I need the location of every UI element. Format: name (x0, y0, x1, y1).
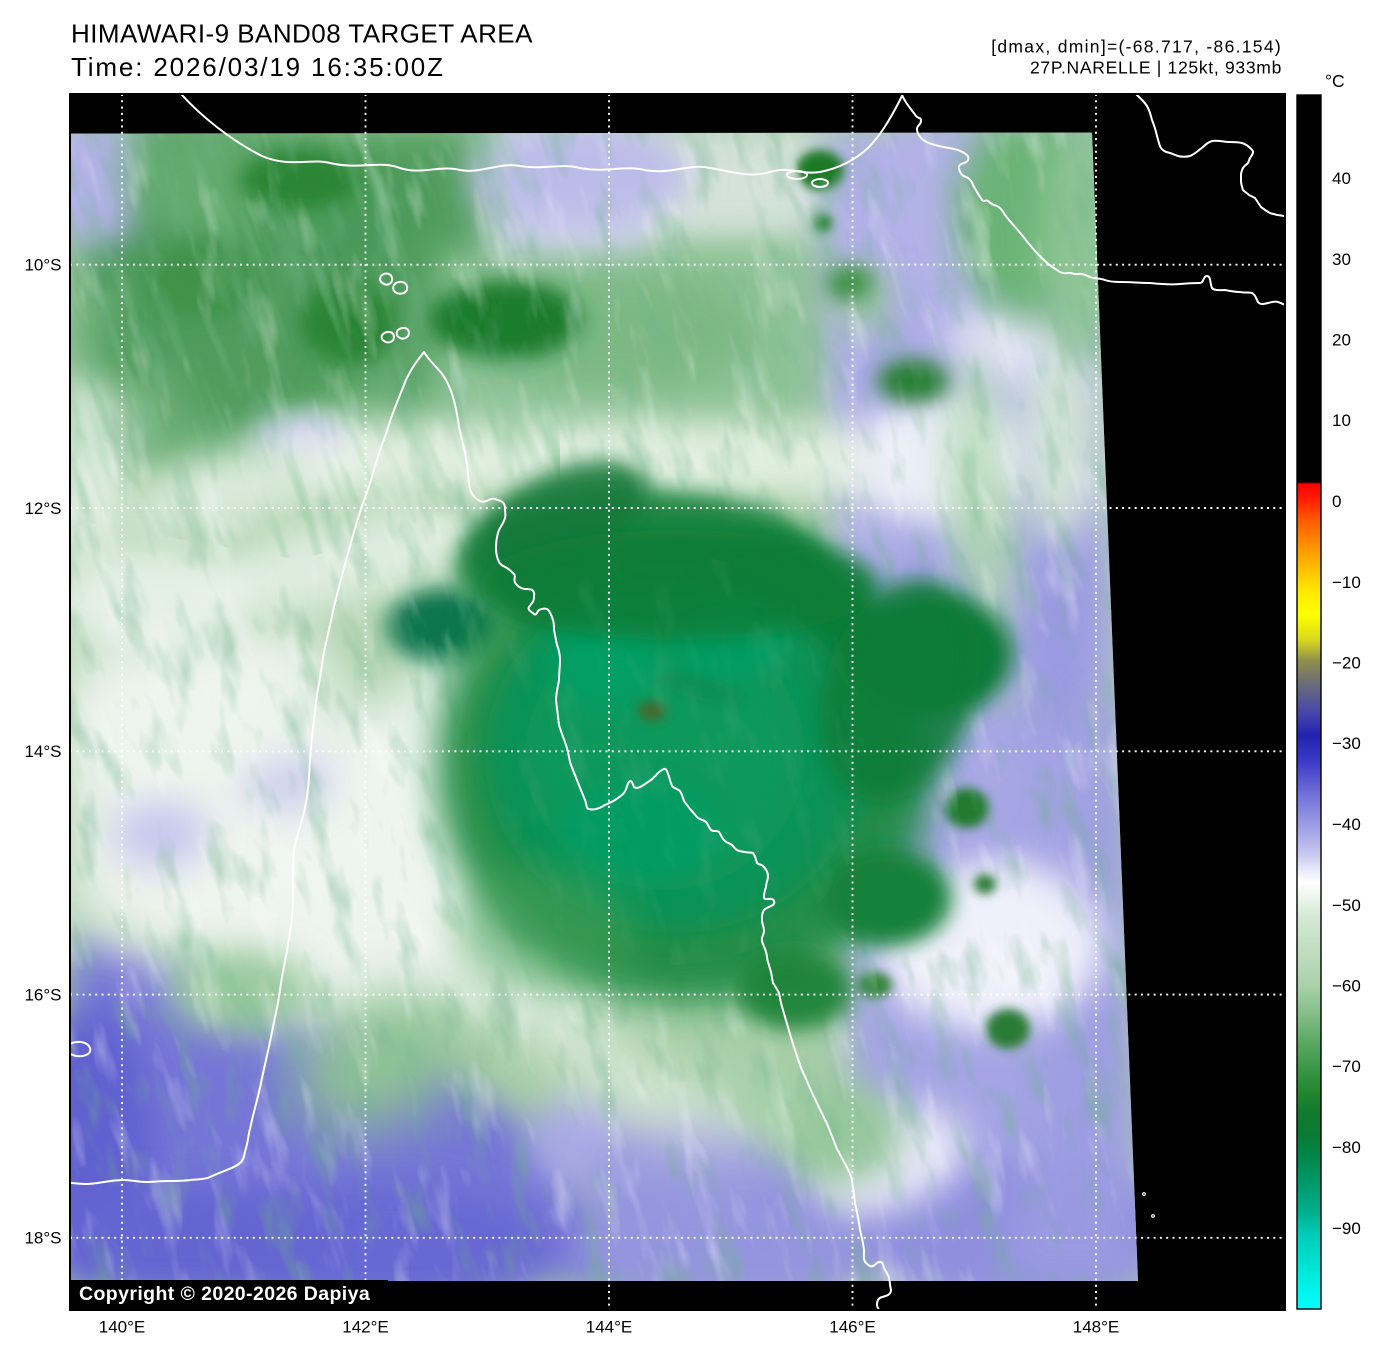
svg-text:−50: −50 (1332, 896, 1361, 915)
svg-text:12°S: 12°S (24, 499, 61, 518)
svg-text:146°E: 146°E (829, 1317, 876, 1336)
svg-text:−60: −60 (1332, 977, 1361, 996)
svg-text:−20: −20 (1332, 654, 1361, 673)
svg-text:0: 0 (1332, 492, 1341, 511)
svg-text:10°S: 10°S (24, 256, 61, 275)
svg-text:−10: −10 (1332, 573, 1361, 592)
svg-text:40: 40 (1332, 169, 1351, 188)
svg-text:[dmax, dmin]=(-68.717, -86.154: [dmax, dmin]=(-68.717, -86.154) (991, 37, 1282, 57)
svg-text:−40: −40 (1332, 815, 1361, 834)
svg-text:140°E: 140°E (99, 1317, 146, 1336)
svg-text:HIMAWARI-9 BAND08 TARGET AREA: HIMAWARI-9 BAND08 TARGET AREA (71, 19, 533, 49)
svg-text:10: 10 (1332, 411, 1351, 430)
svg-text:−80: −80 (1332, 1138, 1361, 1157)
svg-text:148°E: 148°E (1073, 1317, 1120, 1336)
svg-text:14°S: 14°S (24, 742, 61, 761)
svg-text:−30: −30 (1332, 734, 1361, 753)
svg-text:−90: −90 (1332, 1219, 1361, 1238)
svg-text:144°E: 144°E (586, 1317, 633, 1336)
svg-text:16°S: 16°S (24, 986, 61, 1005)
svg-text:30: 30 (1332, 250, 1351, 269)
svg-text:27P.NARELLE | 125kt, 933mb: 27P.NARELLE | 125kt, 933mb (1030, 58, 1282, 78)
svg-text:18°S: 18°S (24, 1229, 61, 1248)
svg-text:20: 20 (1332, 331, 1351, 350)
svg-text:142°E: 142°E (342, 1317, 389, 1336)
svg-text:−70: −70 (1332, 1057, 1361, 1076)
svg-text:Time: 2026/03/19 16:35:00Z: Time: 2026/03/19 16:35:00Z (71, 52, 445, 82)
svg-text:Copyright © 2020-2026 Dapiya: Copyright © 2020-2026 Dapiya (79, 1283, 370, 1305)
svg-text:°C: °C (1325, 71, 1345, 91)
